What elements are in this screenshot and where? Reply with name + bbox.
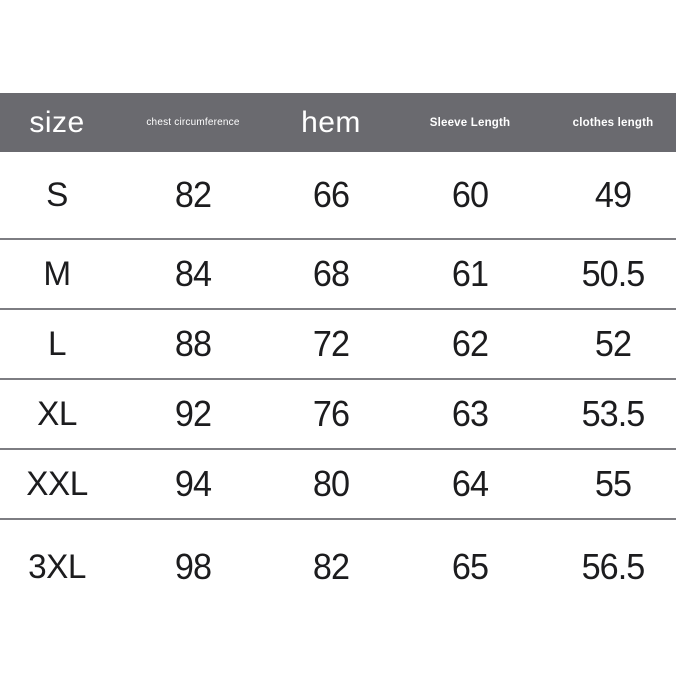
hem-value: 82 <box>312 546 350 587</box>
clothes-value: 52 <box>594 323 632 364</box>
chest-value: 84 <box>174 253 212 294</box>
header-clothes-length: clothes length <box>572 116 654 129</box>
table-row-s: S 82 66 60 49 <box>0 152 676 238</box>
sleeve-value: 63 <box>451 393 489 434</box>
size-label: XXL <box>26 464 88 503</box>
table-row-l: L 88 72 62 52 <box>0 308 676 378</box>
table-row-m: M 84 68 61 50.5 <box>0 238 676 308</box>
size-label: 3XL <box>28 547 86 586</box>
chest-value: 98 <box>174 546 212 587</box>
clothes-value: 56.5 <box>581 546 646 587</box>
sleeve-value: 64 <box>451 463 489 504</box>
chest-value: 88 <box>174 323 212 364</box>
hem-value: 72 <box>312 323 350 364</box>
sleeve-value: 61 <box>451 253 489 294</box>
clothes-value: 49 <box>594 174 632 215</box>
size-chart-body: S 82 66 60 49 M 84 68 61 50.5 L 88 72 62… <box>0 152 676 614</box>
clothes-value: 53.5 <box>581 393 646 434</box>
header-hem: hem <box>301 105 361 139</box>
hem-value: 66 <box>312 174 350 215</box>
size-label: S <box>46 175 68 214</box>
sleeve-value: 65 <box>451 546 489 587</box>
clothes-value: 50.5 <box>581 253 646 294</box>
table-row-3xl: 3XL 98 82 65 56.5 <box>0 518 676 614</box>
header-chest-circumference: chest circumference <box>146 117 240 128</box>
size-label: L <box>47 324 67 363</box>
size-label: M <box>43 254 71 293</box>
size-chart-header-row: size chest circumference hem Sleeve Leng… <box>0 93 676 152</box>
size-label: XL <box>37 394 77 433</box>
table-row-xl: XL 92 76 63 53.5 <box>0 378 676 448</box>
chest-value: 94 <box>174 463 212 504</box>
hem-value: 76 <box>312 393 350 434</box>
sleeve-value: 62 <box>451 323 489 364</box>
chest-value: 92 <box>174 393 212 434</box>
hem-value: 68 <box>312 253 350 294</box>
chest-value: 82 <box>174 174 212 215</box>
clothes-value: 55 <box>594 463 632 504</box>
header-size: size <box>29 105 85 139</box>
header-sleeve-length: Sleeve Length <box>429 116 511 129</box>
hem-value: 80 <box>312 463 350 504</box>
table-row-xxl: XXL 94 80 64 55 <box>0 448 676 518</box>
sleeve-value: 60 <box>451 174 489 215</box>
